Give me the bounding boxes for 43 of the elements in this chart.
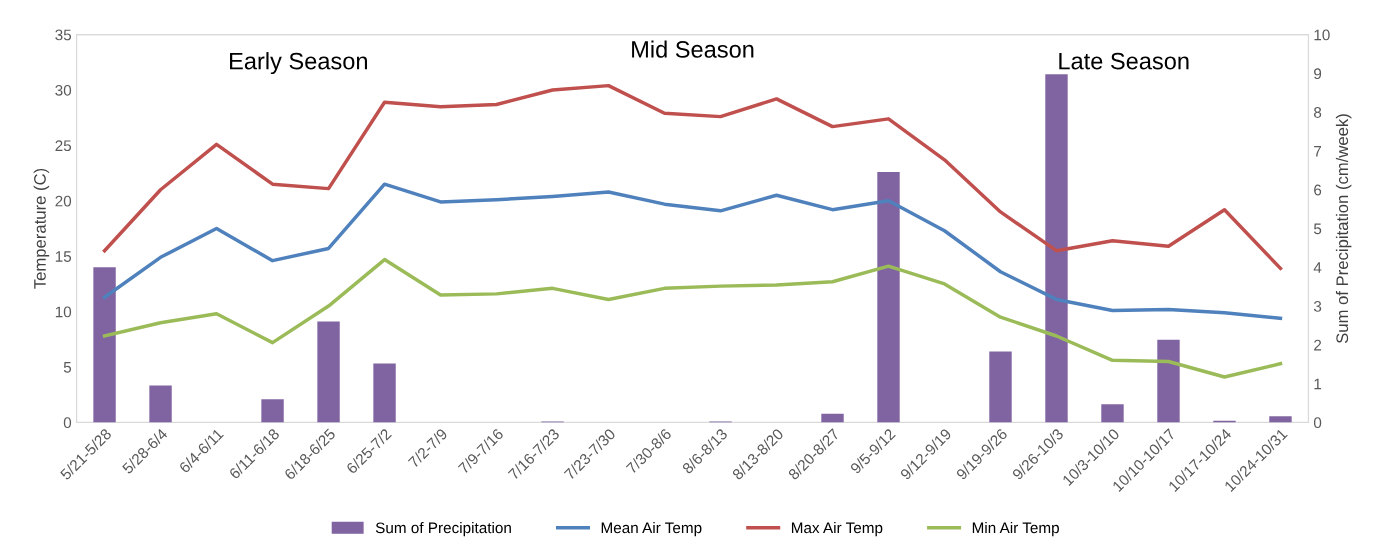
y2-tick-label: 4: [1313, 262, 1322, 273]
y2-tick-label: 8: [1314, 107, 1322, 118]
y-tick-label: 10: [55, 306, 72, 318]
line-series: [102, 182, 1283, 320]
bar: [149, 385, 172, 423]
bar: [1157, 339, 1180, 423]
annotation: Mid Season: [632, 40, 754, 58]
y2-tick-label: 2: [1314, 339, 1322, 351]
y2-tick-label: 1: [1314, 378, 1322, 390]
legend-label: Min Air Temp: [972, 522, 1059, 537]
bar: [1045, 74, 1068, 423]
y-tick-label: 25: [55, 140, 72, 152]
y-tick-label: 30: [55, 84, 72, 96]
y2-tick-label: 3: [1313, 300, 1322, 312]
line-series: [102, 257, 1283, 379]
y2-tick-label: 9: [1314, 68, 1322, 80]
bar: [821, 413, 844, 423]
y-tick-label: 5: [63, 362, 72, 373]
y2-tick-label: 10: [1314, 29, 1330, 41]
y2-tick-label: 6: [1314, 184, 1322, 196]
y2-tick-label: 5: [1313, 223, 1322, 235]
y2-tick-label: 7: [1314, 146, 1322, 157]
legend-label: Mean Air Temp: [601, 522, 702, 537]
bar: [877, 171, 900, 423]
bar: [1101, 404, 1124, 423]
bar: [261, 399, 284, 423]
legend-label: Max Air Temp: [791, 522, 883, 537]
annotation: Early Season: [230, 52, 367, 75]
y2-tick-label: 0: [1313, 417, 1322, 429]
y-tick-label: 20: [55, 195, 72, 207]
y-axis-title: Temperature (C): [33, 168, 50, 289]
bar: [989, 351, 1012, 423]
y-tick-label: 0: [63, 417, 72, 429]
y2-axis-title: Sum of Precipitation (cm/week): [1335, 114, 1352, 344]
bar: [93, 267, 116, 423]
y-tick-label: 35: [55, 29, 72, 41]
legend-label: Sum of Precipitation: [375, 522, 511, 537]
bar: [1269, 416, 1292, 423]
line-series: [102, 83, 1283, 271]
annotation: Late Season: [1059, 52, 1189, 70]
bar: [317, 321, 340, 423]
y-tick-label: 15: [55, 251, 72, 262]
bar: [373, 363, 396, 423]
